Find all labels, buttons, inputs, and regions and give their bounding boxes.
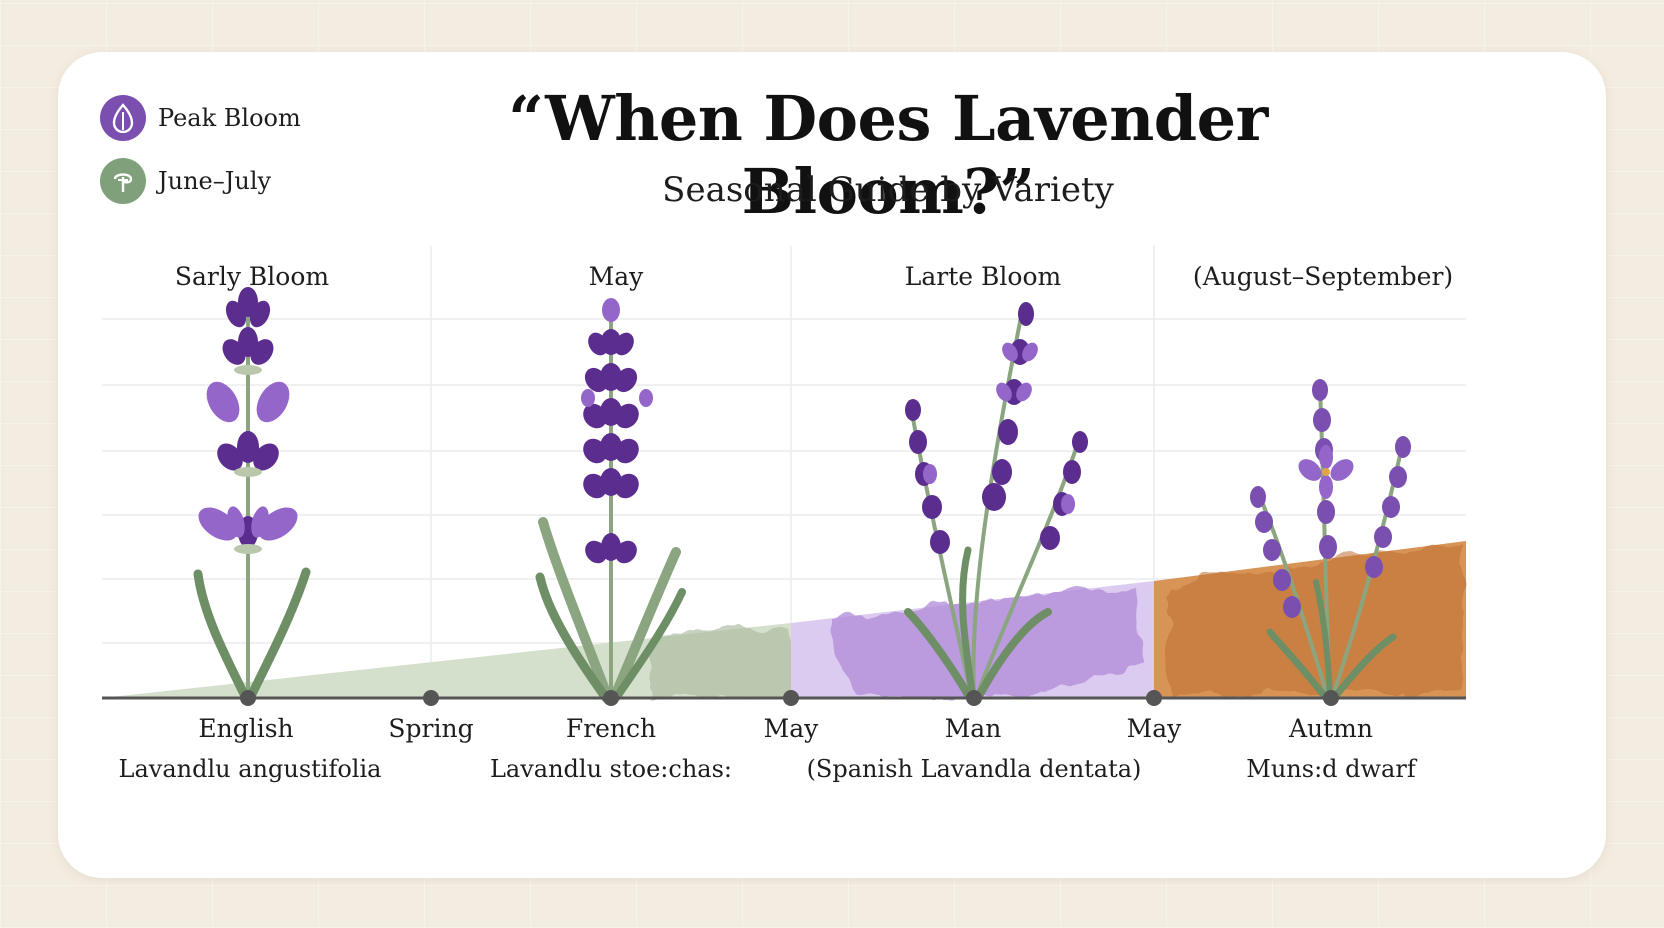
- sun-leaf-icon: [100, 158, 146, 204]
- timeline-label: Autmn: [1288, 714, 1373, 743]
- column-heading: (August–September): [1192, 262, 1454, 291]
- legend-item-peak-bloom: Peak Bloom: [100, 94, 301, 142]
- legend-label: Peak Bloom: [158, 104, 301, 132]
- timeline-dot: [603, 690, 619, 706]
- page-subtitle: Seasonal Guide by Variety: [662, 170, 1114, 210]
- timeline-label: May: [1126, 714, 1182, 743]
- legend-item-june-july: June–July: [100, 157, 301, 205]
- legend-label: June–July: [158, 167, 272, 195]
- timeline-sublabel: Lavandlu angustifolia: [118, 755, 382, 783]
- timeline-label: May: [763, 714, 819, 743]
- timeline-label: English: [198, 714, 294, 743]
- timeline-dot: [966, 690, 982, 706]
- plant-english: [193, 287, 311, 703]
- timeline-dot: [783, 690, 799, 706]
- page-title: “When Does Lavender Bloom?”: [508, 82, 1268, 228]
- season-bands: [102, 541, 1466, 698]
- plant-dwarf: [1250, 379, 1411, 702]
- bloom-chart: [102, 246, 1466, 706]
- column-heading: Sarly Bloom: [174, 262, 330, 291]
- timeline-label: French: [565, 714, 657, 743]
- column-heading: May: [588, 262, 644, 291]
- timeline-label: Spring: [388, 714, 474, 743]
- timeline-sublabel: (Spanish Lavandla dentata): [806, 755, 1142, 783]
- timeline-sublabel: Lavandlu stoe:chas:: [489, 755, 732, 783]
- lavender-drop-icon: [100, 95, 146, 141]
- timeline-dot: [1146, 690, 1162, 706]
- timeline-dot: [1323, 690, 1339, 706]
- column-heading: Larte Bloom: [904, 262, 1062, 291]
- timeline-markers: [240, 690, 1339, 706]
- legend: Peak Bloom June–July: [100, 94, 301, 220]
- orange-band-blot: [1168, 544, 1463, 692]
- plant-spanish: [904, 302, 1088, 702]
- timeline-label: Man: [944, 714, 1002, 743]
- infographic-card: Peak Bloom June–July “When Does Lavender…: [58, 52, 1606, 878]
- green-band-blot: [648, 624, 791, 698]
- timeline-sublabel: Muns:d dwarf: [1246, 755, 1416, 783]
- timeline-dot: [423, 690, 439, 706]
- plant-french: [535, 298, 686, 703]
- timeline-dot: [240, 690, 256, 706]
